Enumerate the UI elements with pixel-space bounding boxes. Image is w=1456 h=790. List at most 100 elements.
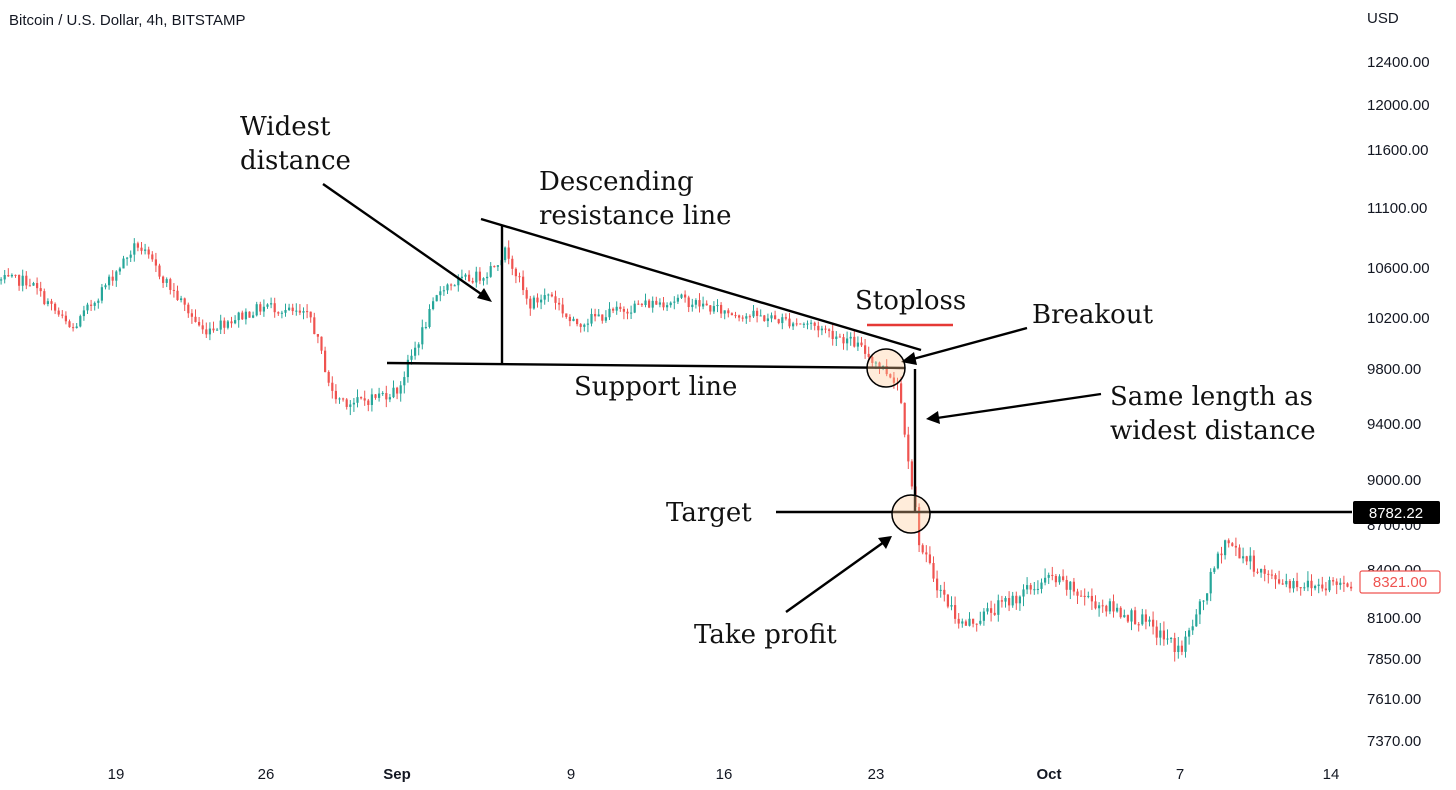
candle-body bbox=[374, 394, 377, 398]
candle-body bbox=[1220, 553, 1223, 556]
candle-body bbox=[518, 276, 521, 278]
candle-body bbox=[464, 274, 467, 277]
candle-body bbox=[1288, 580, 1291, 589]
candle-body bbox=[972, 618, 975, 624]
candle-body bbox=[97, 300, 100, 303]
candle-body bbox=[1242, 556, 1245, 559]
candle-body bbox=[1162, 630, 1165, 640]
candle-body bbox=[1209, 571, 1212, 594]
candle-body bbox=[817, 325, 820, 331]
candle-body bbox=[324, 350, 327, 372]
candle-body bbox=[154, 259, 157, 266]
candle-body bbox=[590, 313, 593, 324]
candle-body bbox=[432, 301, 435, 310]
candle-body bbox=[327, 371, 330, 383]
candle-body bbox=[176, 290, 179, 301]
candle-body bbox=[396, 387, 399, 394]
candle-body bbox=[309, 311, 312, 318]
candle-body bbox=[237, 312, 240, 321]
candle-body bbox=[129, 254, 132, 258]
candle-body bbox=[792, 323, 795, 327]
price-axis[interactable]: 12400.00 12000.00 11600.00 11100.00 10600.00… bbox=[1367, 54, 1430, 750]
candle-body bbox=[684, 294, 687, 298]
descending-resistance-label: Descending bbox=[539, 167, 694, 197]
candle-body bbox=[486, 276, 489, 279]
candle-body bbox=[676, 297, 679, 302]
candle-body bbox=[1213, 568, 1216, 572]
candle-body bbox=[918, 507, 921, 546]
candle-body bbox=[774, 315, 777, 320]
candle-body bbox=[666, 305, 669, 308]
candle-body bbox=[943, 589, 946, 595]
candle-body bbox=[381, 393, 384, 395]
candle-body bbox=[1087, 595, 1090, 597]
candle-body bbox=[1328, 580, 1331, 591]
candle-body bbox=[342, 398, 345, 400]
candle-body bbox=[403, 377, 406, 386]
candle-body bbox=[885, 366, 888, 375]
same-length-arrow bbox=[936, 392, 1102, 420]
last-price-badge-text: 8321.00 bbox=[1373, 574, 1427, 591]
candle-body bbox=[90, 304, 93, 306]
candle-body bbox=[1285, 580, 1288, 585]
price-tick-label: 8100.00 bbox=[1367, 610, 1421, 627]
candle-body bbox=[212, 328, 215, 331]
candle-body bbox=[565, 313, 568, 317]
candle-body bbox=[453, 285, 456, 287]
candle-body bbox=[1238, 547, 1241, 559]
candle-body bbox=[1144, 614, 1147, 622]
candle-body bbox=[1195, 614, 1198, 627]
candle-body bbox=[712, 306, 715, 312]
candle-body bbox=[759, 315, 762, 317]
candle-body bbox=[511, 258, 514, 269]
last-price-badge bbox=[1359, 570, 1441, 594]
candle-body bbox=[273, 303, 276, 313]
support-line[interactable] bbox=[386, 361, 906, 370]
candle-body bbox=[1130, 610, 1133, 622]
candle-body bbox=[72, 327, 75, 329]
candle-body bbox=[280, 312, 283, 314]
annotation-layer bbox=[322, 183, 1352, 613]
candle-body bbox=[925, 552, 928, 555]
candle-body bbox=[1202, 600, 1205, 602]
candle-body bbox=[673, 301, 676, 303]
candle-body bbox=[457, 278, 460, 286]
time-tick-label: 19 bbox=[108, 766, 125, 783]
candle-body bbox=[435, 295, 438, 302]
candle-body bbox=[0, 279, 3, 281]
candle-body bbox=[961, 621, 964, 624]
candle-body bbox=[709, 305, 712, 312]
candle-body bbox=[1263, 568, 1266, 574]
candle-body bbox=[878, 362, 881, 368]
candle-body bbox=[252, 315, 255, 318]
candle-body bbox=[633, 303, 636, 313]
descending-resistance-line[interactable] bbox=[480, 217, 922, 352]
candle-body bbox=[68, 321, 71, 328]
candle-body bbox=[1018, 596, 1021, 604]
candle-body bbox=[662, 302, 665, 308]
candle-body bbox=[194, 316, 197, 322]
price-tick-label: 10600.00 bbox=[1367, 260, 1430, 277]
candle-body bbox=[410, 355, 413, 360]
candle-body bbox=[558, 302, 561, 305]
candle-body bbox=[655, 300, 658, 305]
candle-body bbox=[1094, 601, 1097, 609]
time-axis[interactable]: 19 26 Sep 9 16 23 Oct 7 14 bbox=[108, 766, 1340, 783]
candle-body bbox=[1148, 619, 1151, 622]
candle-body bbox=[1260, 568, 1263, 573]
candle-body bbox=[979, 620, 982, 624]
candle-body bbox=[126, 257, 129, 259]
candle-body bbox=[1026, 585, 1029, 590]
time-tick-label: 26 bbox=[258, 766, 275, 783]
candle-body bbox=[1022, 589, 1025, 597]
candle-body bbox=[363, 398, 366, 401]
candle-body bbox=[954, 605, 957, 619]
candle-body bbox=[338, 398, 341, 400]
candle-body bbox=[1198, 601, 1201, 615]
candle-body bbox=[111, 276, 114, 281]
descending-resistance-label-2: resistance line bbox=[539, 201, 732, 231]
candle-body bbox=[169, 279, 172, 290]
candle-body bbox=[504, 247, 507, 261]
candle-body bbox=[698, 300, 701, 307]
